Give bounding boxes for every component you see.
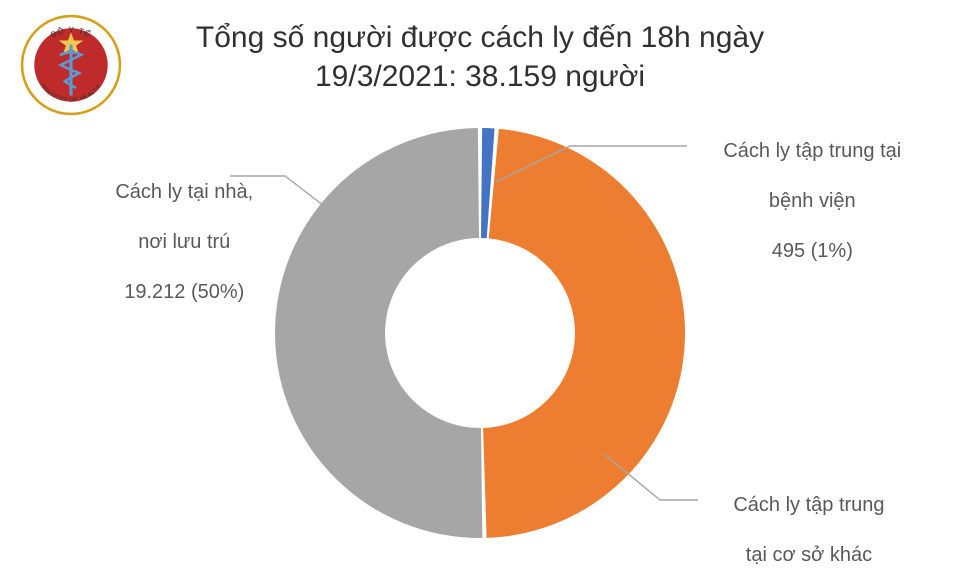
chart-container: BỘ Y TẾ MINISTRY OF HEALTH Tổng số người…	[0, 0, 960, 576]
donut-chart: Cách ly tập trung tại bệnh viện 495 (1%)…	[0, 110, 960, 576]
leader-home	[225, 170, 355, 230]
title-line-1: Tổng số người được cách ly đến 18h ngày	[196, 21, 764, 54]
leader-hospital	[490, 140, 690, 190]
label-hospital: Cách ly tập trung tại bệnh viện 495 (1%)	[690, 114, 901, 289]
title-line-2: 19/3/2021: 38.159 người	[315, 60, 645, 93]
leader-other-facility	[600, 450, 730, 510]
chart-title: Tổng số người được cách ly đến 18h ngày …	[0, 18, 960, 96]
